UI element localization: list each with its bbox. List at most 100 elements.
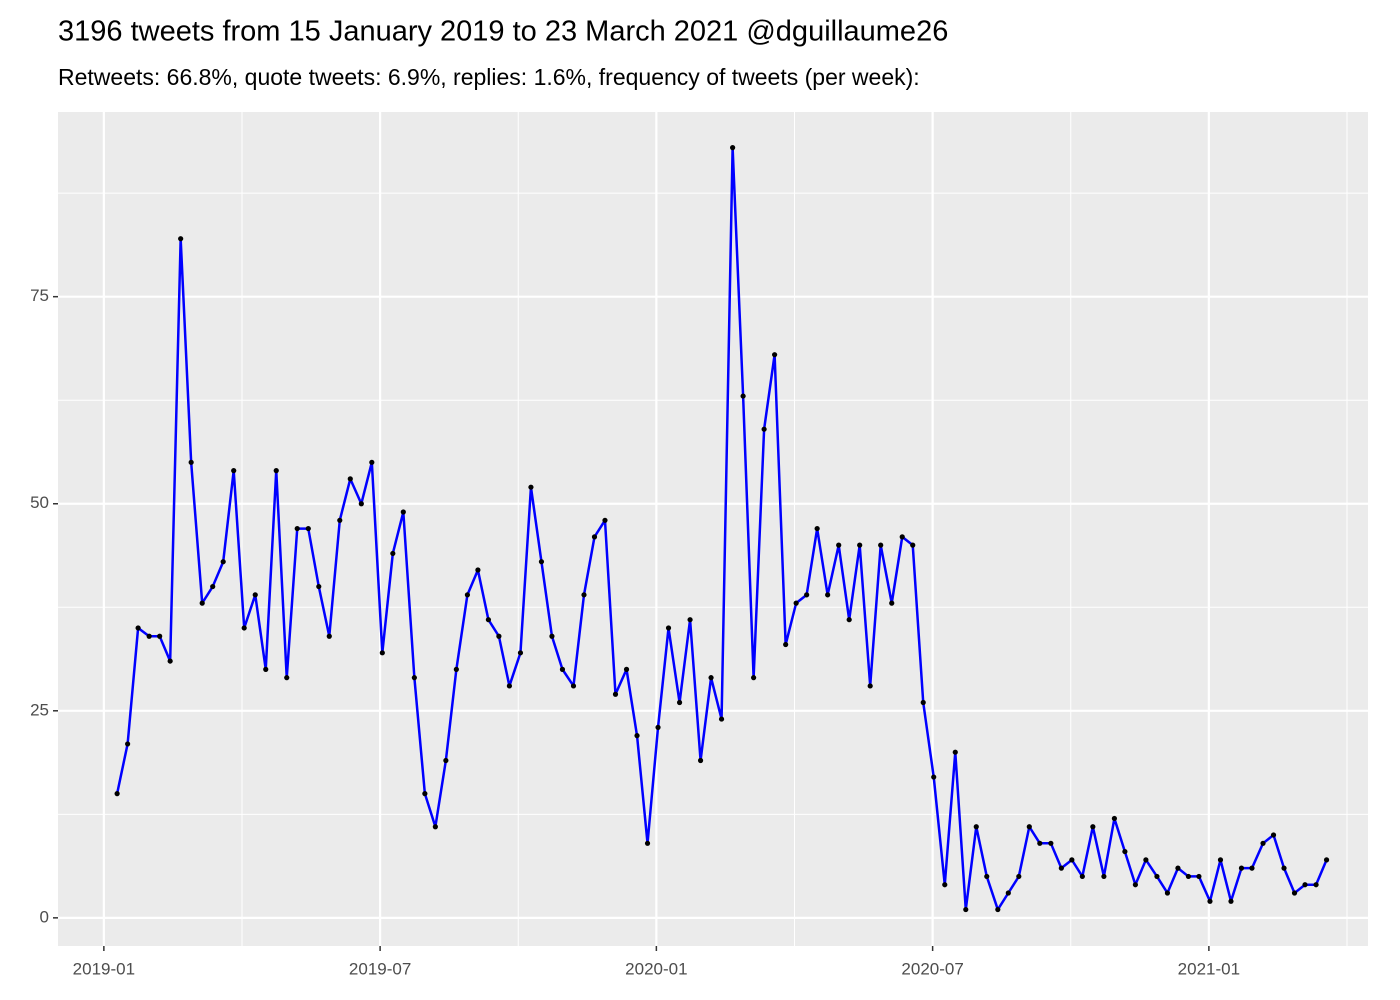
- data-point: [751, 675, 757, 681]
- data-point: [263, 666, 269, 672]
- x-tick-label: 2019-01: [73, 959, 135, 978]
- data-point: [655, 724, 661, 730]
- data-point: [146, 633, 152, 639]
- data-point: [804, 592, 810, 598]
- data-point: [814, 525, 820, 532]
- x-tick-label: 2021-01: [1178, 959, 1240, 978]
- data-point: [199, 600, 205, 606]
- data-point: [1291, 890, 1298, 896]
- data-point: [1090, 824, 1096, 830]
- data-point: [157, 633, 163, 639]
- chart-title: 3196 tweets from 15 January 2019 to 23 M…: [58, 16, 948, 48]
- data-point: [867, 683, 873, 689]
- data-point: [506, 683, 513, 689]
- data-point: [559, 666, 566, 672]
- data-point: [1079, 873, 1085, 880]
- data-point: [708, 675, 714, 681]
- data-point: [1238, 865, 1245, 871]
- data-point: [634, 733, 640, 739]
- data-point: [1048, 840, 1054, 846]
- data-point: [1228, 898, 1234, 904]
- data-point: [623, 666, 630, 672]
- data-point: [1217, 857, 1224, 863]
- data-point: [730, 145, 736, 151]
- data-point: [1132, 882, 1138, 888]
- data-point: [740, 393, 746, 399]
- data-point: [665, 625, 672, 631]
- data-point: [1122, 848, 1128, 855]
- data-point: [167, 658, 173, 664]
- data-point: [231, 468, 237, 474]
- data-point: [591, 534, 598, 540]
- data-point: [676, 699, 683, 706]
- data-point: [1101, 873, 1107, 880]
- data-point: [273, 468, 279, 474]
- y-tick-label: 0: [40, 907, 49, 926]
- data-point: [1260, 840, 1266, 846]
- data-point: [878, 542, 884, 548]
- data-point: [284, 675, 290, 681]
- data-point: [1016, 873, 1022, 880]
- data-point: [294, 525, 300, 532]
- data-point: [1058, 865, 1064, 871]
- data-point: [1281, 865, 1287, 871]
- data-point: [1069, 857, 1075, 863]
- data-point: [1037, 840, 1043, 846]
- data-point: [783, 641, 789, 648]
- data-point: [210, 583, 216, 590]
- data-point: [188, 459, 194, 465]
- data-point: [220, 559, 226, 565]
- data-point: [422, 791, 428, 797]
- data-point: [1323, 857, 1330, 863]
- data-point: [1196, 873, 1202, 880]
- data-point: [984, 873, 990, 880]
- data-point: [570, 683, 577, 689]
- data-point: [772, 352, 778, 358]
- x-tick-label: 2020-07: [901, 959, 963, 978]
- data-point: [125, 741, 131, 747]
- data-point: [952, 749, 958, 755]
- data-point: [963, 906, 969, 913]
- data-point: [1302, 882, 1308, 888]
- data-point: [687, 617, 693, 623]
- data-point: [347, 476, 353, 482]
- data-point: [432, 824, 438, 830]
- data-point: [305, 525, 311, 532]
- data-point: [453, 666, 459, 672]
- data-point: [1154, 873, 1160, 880]
- data-point: [1026, 824, 1032, 830]
- data-point: [825, 592, 831, 598]
- data-point: [761, 426, 767, 432]
- data-point: [369, 459, 375, 465]
- data-point: [252, 592, 258, 598]
- data-point: [1313, 882, 1319, 888]
- data-point: [517, 650, 524, 656]
- data-point: [973, 824, 979, 830]
- data-point: [549, 633, 555, 639]
- data-point: [390, 550, 396, 557]
- data-point: [1185, 873, 1192, 880]
- data-point: [241, 625, 247, 631]
- data-point: [114, 791, 120, 797]
- chart-subtitle: Retweets: 66.8%, quote tweets: 6.9%, rep…: [58, 64, 920, 90]
- data-point: [538, 559, 545, 565]
- data-point: [1175, 865, 1181, 871]
- data-point: [1164, 890, 1171, 896]
- data-point: [581, 592, 587, 598]
- data-point: [793, 600, 799, 606]
- data-point: [602, 517, 608, 523]
- data-point: [1207, 898, 1213, 904]
- data-point: [910, 542, 916, 548]
- data-point: [899, 534, 905, 540]
- data-point: [496, 633, 502, 639]
- data-point: [697, 757, 704, 764]
- data-point: [718, 716, 725, 722]
- data-point: [443, 757, 449, 764]
- data-point: [1111, 815, 1117, 822]
- data-point: [1143, 857, 1149, 863]
- plot-panel: [58, 112, 1368, 946]
- data-point: [1249, 865, 1255, 871]
- data-point: [326, 633, 332, 639]
- data-point: [528, 484, 534, 490]
